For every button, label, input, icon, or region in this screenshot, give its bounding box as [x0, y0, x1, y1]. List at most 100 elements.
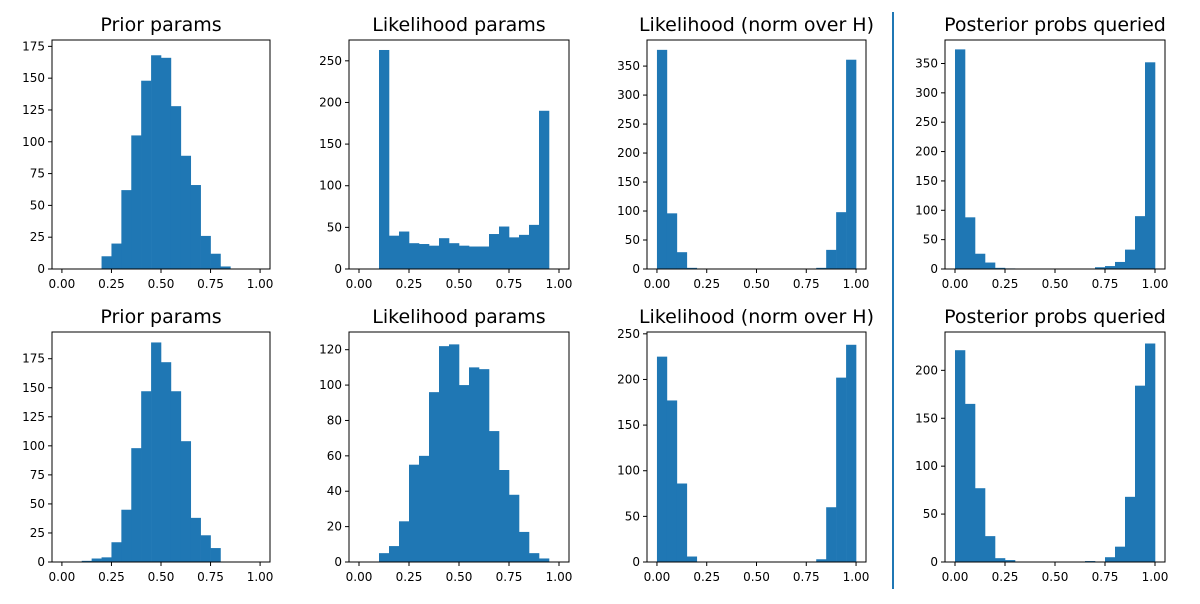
- histogram-bar: [419, 455, 430, 562]
- histogram-bar: [686, 267, 698, 269]
- y-tick-label: 125: [22, 103, 45, 117]
- histogram-bar: [190, 185, 201, 269]
- histogram-bar: [676, 483, 688, 562]
- y-tick-label: 25: [30, 230, 45, 244]
- histogram-bar: [539, 558, 550, 562]
- y-tick-label: 50: [327, 220, 342, 234]
- histogram-bar: [1125, 249, 1136, 269]
- y-tick-label: 50: [30, 198, 45, 212]
- histogram-bar: [389, 546, 400, 562]
- y-tick-label: 250: [915, 115, 938, 129]
- histogram-bar: [985, 536, 996, 563]
- histogram-bar: [161, 57, 172, 270]
- histogram-bar: [479, 246, 490, 269]
- histogram-bar: [419, 244, 430, 269]
- histogram-bar: [141, 391, 152, 562]
- y-tick-label: 0: [37, 555, 45, 569]
- histogram-bar: [121, 509, 132, 562]
- x-tick-label: 0.00: [346, 570, 373, 584]
- histogram-bar: [399, 521, 410, 562]
- y-tick-label: 0: [37, 262, 45, 276]
- histogram-bar: [985, 262, 996, 269]
- histogram-bar: [379, 553, 390, 562]
- x-tick-label: 0.75: [197, 570, 224, 584]
- x-tick-label: 0.25: [992, 277, 1019, 291]
- histogram-bar: [151, 55, 162, 269]
- histogram-bar: [1145, 343, 1156, 562]
- y-tick-label: 120: [319, 343, 342, 357]
- histogram-bar: [449, 344, 460, 562]
- y-tick-label: 0: [930, 262, 938, 276]
- histogram-bar: [409, 243, 420, 269]
- subplot-4: 0.00 0.25 0.50 0.75 1.00 0 50 100 150 200 250 300 35…: [915, 14, 1168, 291]
- histogram-bar: [656, 356, 668, 562]
- x-tick-label: 0.25: [693, 277, 720, 291]
- x-tick-label: 0.00: [942, 570, 969, 584]
- histogram-bar: [399, 231, 410, 269]
- subplot-5: 0.00 0.25 0.50 0.75 1.00 0 25 50 75 100 125 150 175 P…: [22, 306, 273, 584]
- subplot-7: 0.00 0.25 0.50 0.75 1.00 0 50 100 150 200 250Likel…: [617, 306, 874, 584]
- x-tick-label: 1.00: [247, 277, 274, 291]
- x-tick-label: 1.00: [546, 570, 573, 584]
- histogram-bar: [180, 155, 192, 269]
- x-tick-label: 0.75: [496, 277, 523, 291]
- histogram-bar: [81, 560, 92, 562]
- histogram-bar: [509, 237, 520, 269]
- histogram-bar: [101, 557, 112, 562]
- y-tick-label: 350: [617, 59, 640, 73]
- histogram-bar: [200, 535, 211, 562]
- x-tick-label: 1.00: [546, 277, 573, 291]
- histogram-bar: [389, 235, 400, 269]
- histogram-bar: [439, 238, 450, 269]
- subplot-8: 0.00 0.25 0.50 0.75 1.00 0 50 100 150 200 Posterio…: [915, 306, 1168, 584]
- y-tick-label: 100: [915, 459, 938, 473]
- subplot-3: 0.00 0.25 0.50 0.75 1.00 0 50 100 150 200 250 300 35…: [617, 14, 874, 291]
- x-tick-label: 0.50: [446, 570, 473, 584]
- y-tick-label: 75: [30, 468, 45, 482]
- y-tick-label: 25: [30, 526, 45, 540]
- histogram-bar: [826, 249, 837, 269]
- histogram-bar: [1135, 385, 1146, 562]
- histogram-bar: [499, 226, 510, 269]
- y-tick-label: 100: [22, 439, 45, 453]
- y-tick-label: 150: [915, 174, 938, 188]
- histogram-bar: [955, 49, 966, 269]
- histogram-bar: [995, 267, 1006, 269]
- histogram-bar: [489, 234, 500, 269]
- x-tick-label: 0.50: [446, 277, 473, 291]
- subplot-title: Likelihood (norm over H): [639, 306, 874, 328]
- histogram-bar: [1135, 216, 1146, 269]
- y-tick-label: 75: [30, 167, 45, 181]
- histogram-bar: [529, 553, 540, 562]
- histogram-bar: [1105, 266, 1116, 269]
- x-tick-label: 0.00: [644, 277, 671, 291]
- histogram-bar: [489, 431, 500, 562]
- y-tick-label: 200: [319, 95, 342, 109]
- x-tick-label: 1.00: [247, 570, 274, 584]
- histogram-bar: [1125, 496, 1136, 562]
- histogram-bar: [131, 448, 142, 562]
- subplot-title: Prior params: [100, 306, 221, 328]
- x-tick-label: 0.00: [644, 570, 671, 584]
- histogram-bar: [111, 542, 122, 562]
- y-tick-label: 150: [915, 411, 938, 425]
- subplot-6: 0.00 0.25 0.50 0.75 1.00 0 20 40 60 80 100 120 Likel…: [319, 306, 572, 584]
- histogram-bar: [151, 342, 162, 562]
- x-tick-label: 1.00: [1142, 570, 1169, 584]
- histogram-bar: [459, 385, 470, 562]
- histogram-bar: [409, 464, 420, 562]
- x-tick-label: 0.25: [396, 277, 423, 291]
- histogram-bar: [666, 400, 678, 562]
- histogram-bar: [469, 367, 480, 562]
- y-tick-label: 50: [923, 233, 938, 247]
- histogram-bar: [101, 256, 112, 269]
- x-tick-label: 0.50: [743, 570, 770, 584]
- histogram-bar: [121, 190, 132, 269]
- histogram-bar: [210, 253, 221, 269]
- histogram-bar: [816, 267, 827, 269]
- histogram-bar: [995, 558, 1006, 562]
- y-tick-label: 150: [319, 137, 342, 151]
- y-tick-label: 100: [617, 204, 640, 218]
